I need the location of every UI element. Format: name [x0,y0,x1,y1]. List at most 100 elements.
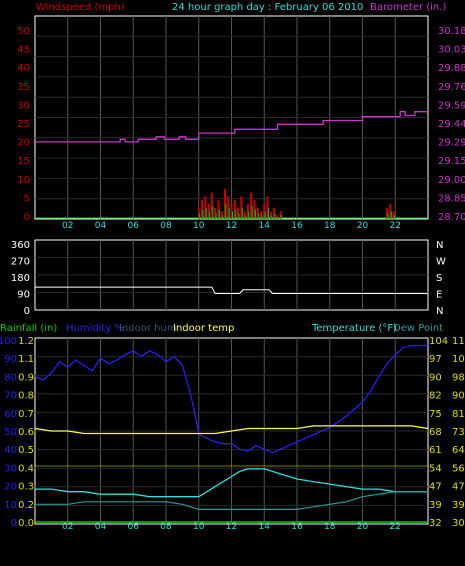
x-tick-label: 10 [193,221,205,231]
wind-y-tick: 15 [17,156,30,167]
legend-temperature: Temperature (°F) [311,323,397,334]
barometer-y-tick: 29.76 [438,82,465,93]
x-tick-label: 18 [324,522,336,532]
compass-y-tick: N [436,306,443,317]
humidity-y-tick: 20 [4,482,17,493]
x-tick-label: 08 [160,522,172,532]
barometer-y-tick: 28.85 [438,193,465,204]
temp-y-tick-right: 39 [452,500,465,511]
temp-y-tick-right: 90 [452,391,465,402]
legend-indoor-hum: Indoor hum [119,323,177,334]
barometer-y-tick: 30.03 [438,45,465,56]
rain-y-tick: 0.8 [18,391,34,402]
humidity-y-tick: 80 [4,372,17,383]
humidity-y-tick: 70 [4,391,17,402]
humidity-line [34,344,428,454]
rain-y-tick: 0.4 [18,463,34,474]
wind-y-tick: 50 [17,26,30,37]
humidity-y-tick: 10 [4,500,17,511]
temp-y-tick-right: 64 [452,445,465,456]
wind-y-tick: 10 [17,175,30,186]
wind-y-tick: 20 [17,138,30,149]
x-tick-label: 18 [324,221,336,231]
temp-y-tick-left: 75 [429,409,442,420]
temp-y-tick-left: 90 [429,372,442,383]
temp-y-tick-left: 32 [429,518,442,529]
legend-humidity: Humidity % [66,323,124,334]
graph-title: 24 hour graph day : February 06 2010 [172,2,363,13]
x-tick-label: 20 [357,522,369,532]
temp-y-tick-left: 68 [429,427,442,438]
dewpoint-line [35,491,428,510]
humidity-y-tick: 30 [4,463,17,474]
temp-y-tick-right: 30 [452,518,465,529]
rain-y-tick: 1.2 [18,336,34,347]
x-tick-label: 14 [259,522,271,532]
humidity-y-tick: 50 [4,427,17,438]
temp-y-tick-left: 47 [429,482,442,493]
barometer-y-tick: 30.18 [438,26,465,37]
x-tick-label: 22 [390,522,401,532]
wind-y-tick: 5 [24,193,30,204]
barometer-y-tick: 29.44 [438,119,465,130]
wind-y-tick: 30 [17,100,30,111]
humidity-y-tick: 60 [4,409,17,420]
rain-y-tick: 0.7 [18,409,34,420]
temp-y-tick-right: 73 [452,427,465,438]
barometer-axis-title: Barometer (in.) [370,2,446,13]
wind-axis-title: Windspeed (mph) [36,2,125,13]
x-tick-label: 04 [95,221,107,231]
rain-y-tick: 0.9 [18,372,34,383]
humidity-y-tick: 90 [4,354,17,365]
rain-y-tick: 0.5 [18,445,34,456]
rain-y-tick: 1.1 [18,354,34,365]
wind-y-tick: 40 [17,63,30,74]
humidity-y-tick: 100 [0,336,17,347]
compass-y-tick: E [436,290,442,301]
barometer-y-tick: 29.00 [438,175,465,186]
legend-dewpoint: Dew Point [393,323,443,334]
temp-y-tick-right: 98 [452,372,465,383]
wind-y-tick: 0 [24,212,30,223]
barometer-y-tick: 29.15 [438,156,465,167]
barometer-y-tick: 28.70 [438,212,465,223]
wind-y-tick: 45 [17,45,30,56]
wind-y-tick: 25 [17,119,30,130]
temp-y-tick-left: 104 [429,336,448,347]
legend-rainfall: Rainfall (in) [0,323,57,334]
x-tick-label: 04 [95,522,107,532]
x-tick-label: 12 [226,221,237,231]
temp-y-tick-right: 107 [452,354,465,365]
barometer-y-tick: 29.88 [438,63,465,74]
wind-direction-line [35,286,428,294]
temp-y-tick-right: 81 [452,409,465,420]
wind-y-tick: 35 [17,82,30,93]
x-tick-label: 14 [259,221,271,231]
temp-y-tick-left: 54 [429,463,442,474]
direction-y-tick: 360 [11,240,30,251]
temp-y-tick-right: 115 [452,336,465,347]
x-tick-label: 22 [390,221,401,231]
x-tick-label: 08 [160,221,172,231]
direction-y-tick: 0 [24,306,30,317]
direction-y-tick: 180 [11,273,30,284]
x-tick-label: 16 [291,522,303,532]
temp-y-tick-left: 82 [429,391,442,402]
barometer-y-tick: 29.59 [438,100,465,111]
rain-y-tick: 0.3 [18,482,34,493]
x-tick-label: 02 [62,522,73,532]
x-tick-label: 16 [291,221,303,231]
x-tick-label: 06 [128,221,140,231]
temp-y-tick-right: 56 [452,463,465,474]
direction-y-tick: 90 [17,290,30,301]
temp-y-tick-left: 97 [429,354,442,365]
direction-y-tick: 270 [11,257,30,268]
humidity-y-tick: 40 [4,445,17,456]
indoor-temp-line [34,425,429,435]
x-tick-label: 20 [357,221,369,231]
compass-y-tick: W [436,257,446,268]
barometer-y-tick: 29.29 [438,138,465,149]
legend-indoor-temp: Indoor temp [173,323,234,334]
barometer-line [35,111,428,143]
